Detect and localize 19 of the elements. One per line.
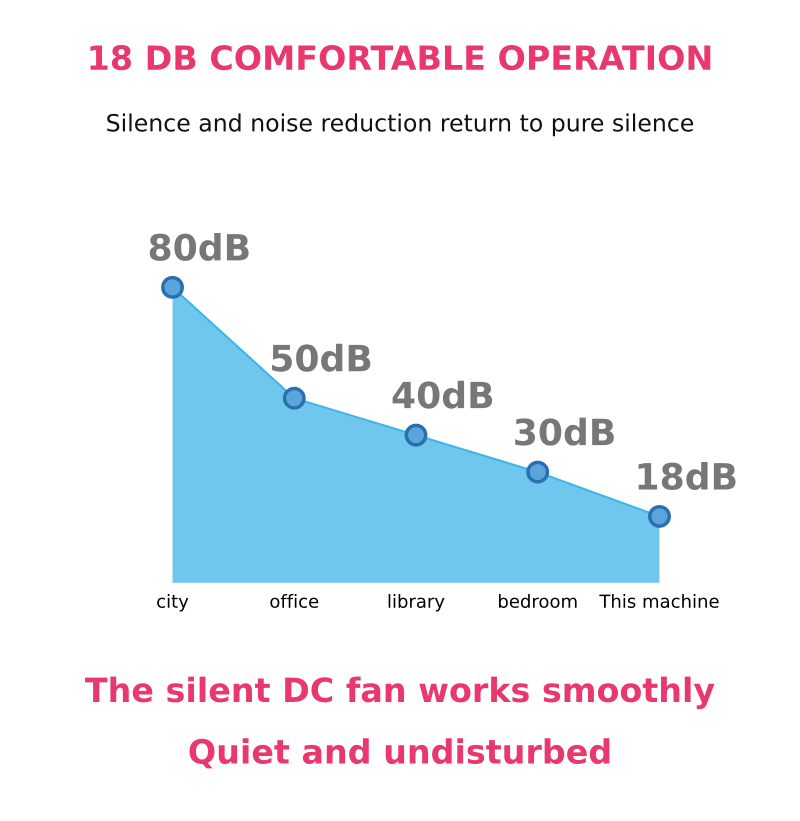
- point: [404, 424, 428, 447]
- text: Quiet and undisturbed: [189, 738, 610, 768]
- x-tick-label: This machine: [599, 594, 719, 608]
- text: The silent DC fan works smoothly: [85, 676, 715, 710]
- data-label: 40dB: [392, 380, 492, 409]
- x-tick-label: city: [157, 594, 188, 612]
- x-tick-label: office: [270, 594, 318, 608]
- x-tick-label: library: [388, 594, 445, 612]
- chart-subtitle: Silence and noise reduction return to pure silence: [107, 113, 694, 136]
- point: [526, 460, 550, 484]
- data-label: 18dB: [638, 462, 736, 490]
- data-label: 80dB: [150, 232, 249, 261]
- chart-title: 18 DB COMFORTABLE OPERATION: [90, 45, 710, 70]
- data-label: 30dB: [515, 418, 614, 446]
- point: [161, 276, 184, 299]
- point: [648, 504, 671, 528]
- data-label: 50dB: [272, 344, 370, 372]
- x-tick-label: bedroom: [499, 594, 577, 608]
- point: [282, 386, 306, 410]
